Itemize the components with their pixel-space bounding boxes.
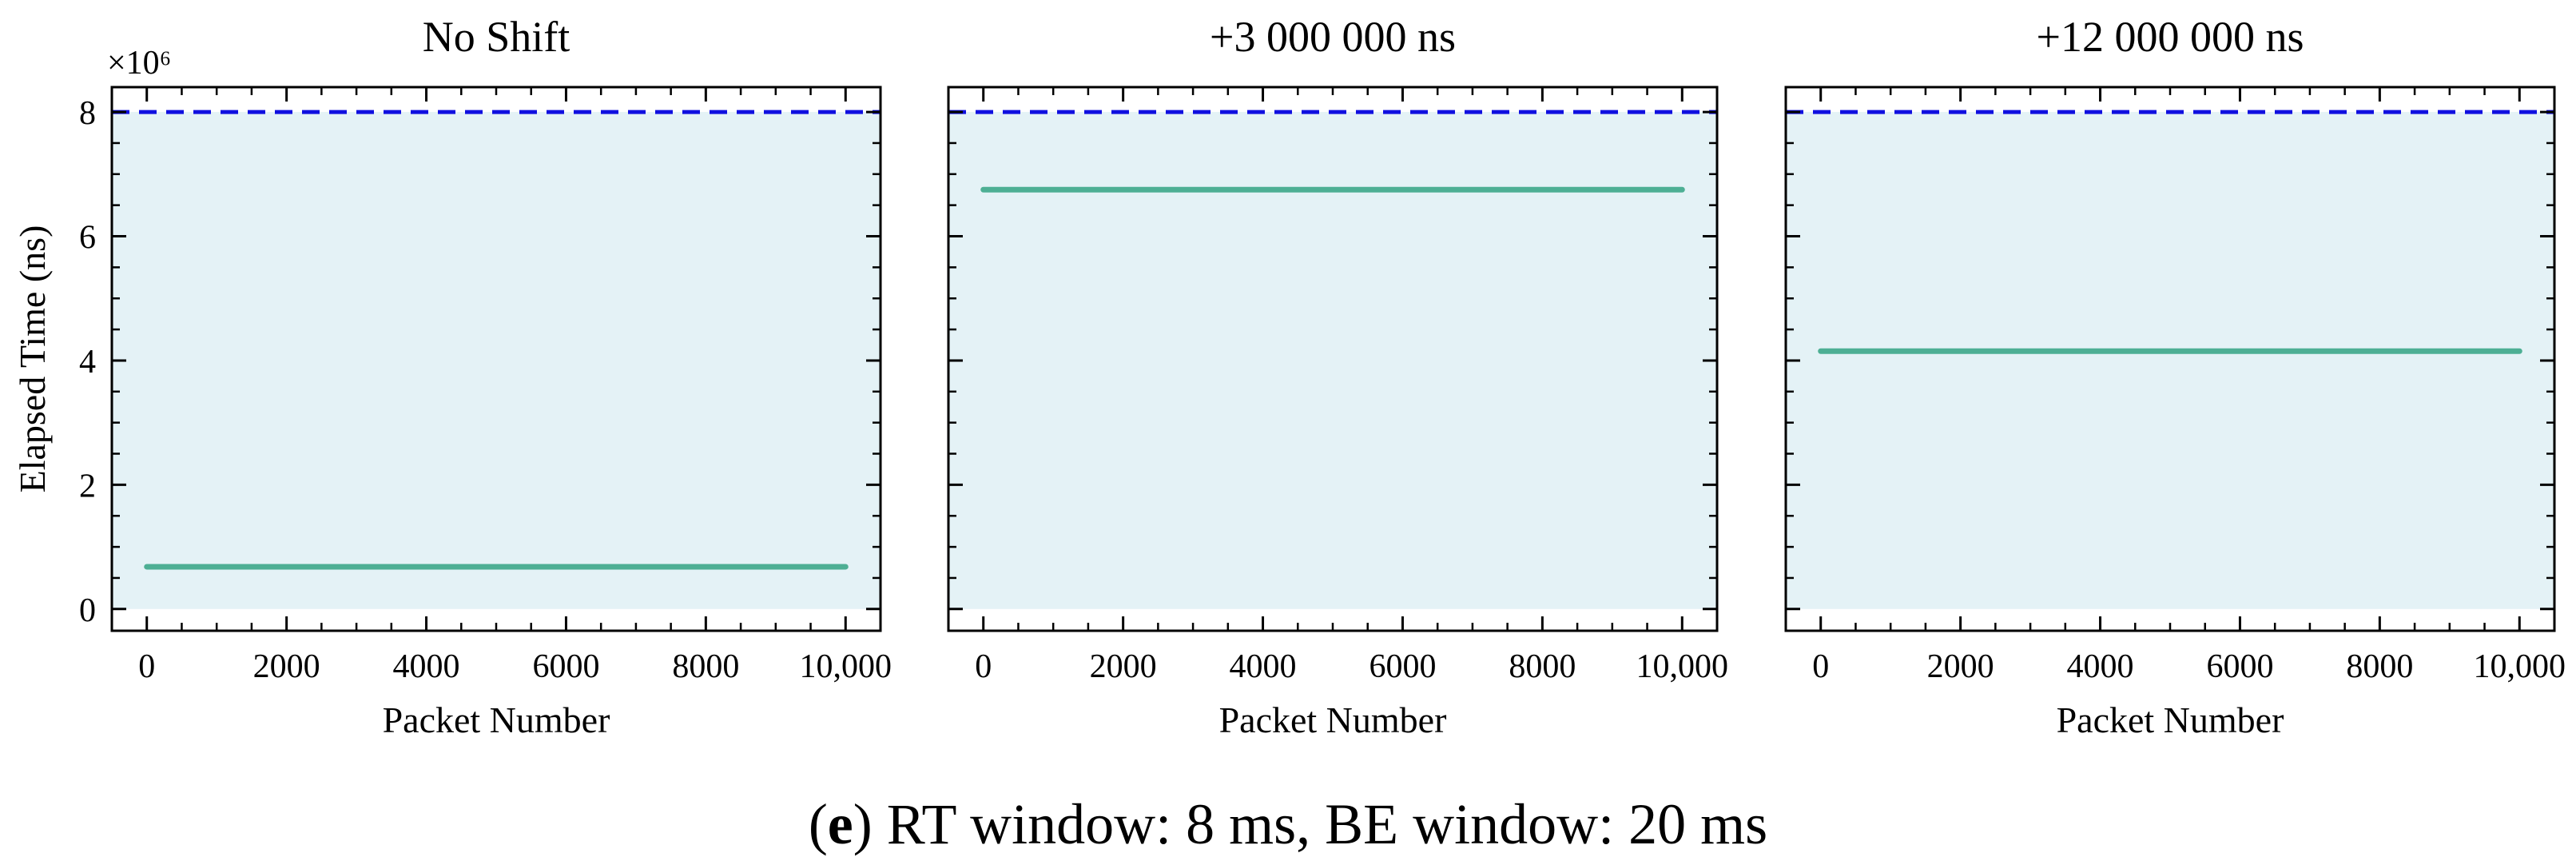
x-tick-label: 4000 (1230, 648, 1297, 685)
x-tick-label: 0 (138, 648, 155, 685)
x-tick-label: 8000 (1509, 648, 1576, 685)
chart-panel-3: 0 2000 4000 6000 8000 10,000 +12 000 000 ns Pac… (1784, 13, 2566, 740)
x-tick-label: 8000 (2346, 648, 2413, 685)
x-tick-label: 10,000 (800, 648, 892, 685)
x-tick-label: 2000 (1090, 648, 1157, 685)
caption-label: e (827, 792, 853, 856)
x-tick-label: 2000 (253, 648, 320, 685)
x-axis-label: Packet Number (1219, 700, 1447, 740)
y-tick-label: 4 (79, 344, 96, 381)
y-tick-label: 6 (79, 220, 96, 257)
x-tick-label: 10,000 (2474, 648, 2566, 685)
chart-panel-1: 0 2000 4000 6000 8000 10,000 0 2 4 6 8 No Shift Pack… (12, 13, 892, 740)
x-tick-label: 6000 (1369, 648, 1436, 685)
x-axis-label: Packet Number (2057, 700, 2284, 740)
x-tick-label: 6000 (532, 648, 599, 685)
shaded-window-region (1786, 112, 2554, 609)
x-tick-label: 2000 (1927, 648, 1994, 685)
figure-caption: (e) RT window: 8 ms, BE window: 20 ms (808, 792, 1768, 856)
y-axis-label: Elapsed Time (ns) (12, 225, 53, 493)
x-tick-label: 8000 (672, 648, 739, 685)
x-tick-label: 6000 (2206, 648, 2273, 685)
x-tick-label: 0 (1812, 648, 1829, 685)
x-axis-label: Packet Number (383, 700, 610, 740)
caption-text: RT window: 8 ms, BE window: 20 ms (886, 792, 1768, 856)
x-tick-label: 10,000 (1636, 648, 1729, 685)
y-tick-label: 0 (79, 592, 96, 629)
shaded-window-region (948, 112, 1717, 609)
y-tick-label: 8 (79, 95, 96, 132)
y-tick-label: 2 (79, 468, 96, 504)
panel-title: +12 000 000 ns (2037, 13, 2304, 61)
x-tick-label: 0 (975, 648, 992, 685)
chart-panel-2: 0 2000 4000 6000 8000 10,000 +3 000 000 ns Pack… (947, 13, 1729, 740)
panel-title: No Shift (423, 13, 570, 61)
y-multiplier-label: ×10⁶ (107, 45, 171, 82)
panel-title: +3 000 000 ns (1210, 13, 1456, 61)
shaded-window-region (112, 112, 881, 609)
x-tick-label: 4000 (2067, 648, 2134, 685)
x-tick-label: 4000 (393, 648, 460, 685)
